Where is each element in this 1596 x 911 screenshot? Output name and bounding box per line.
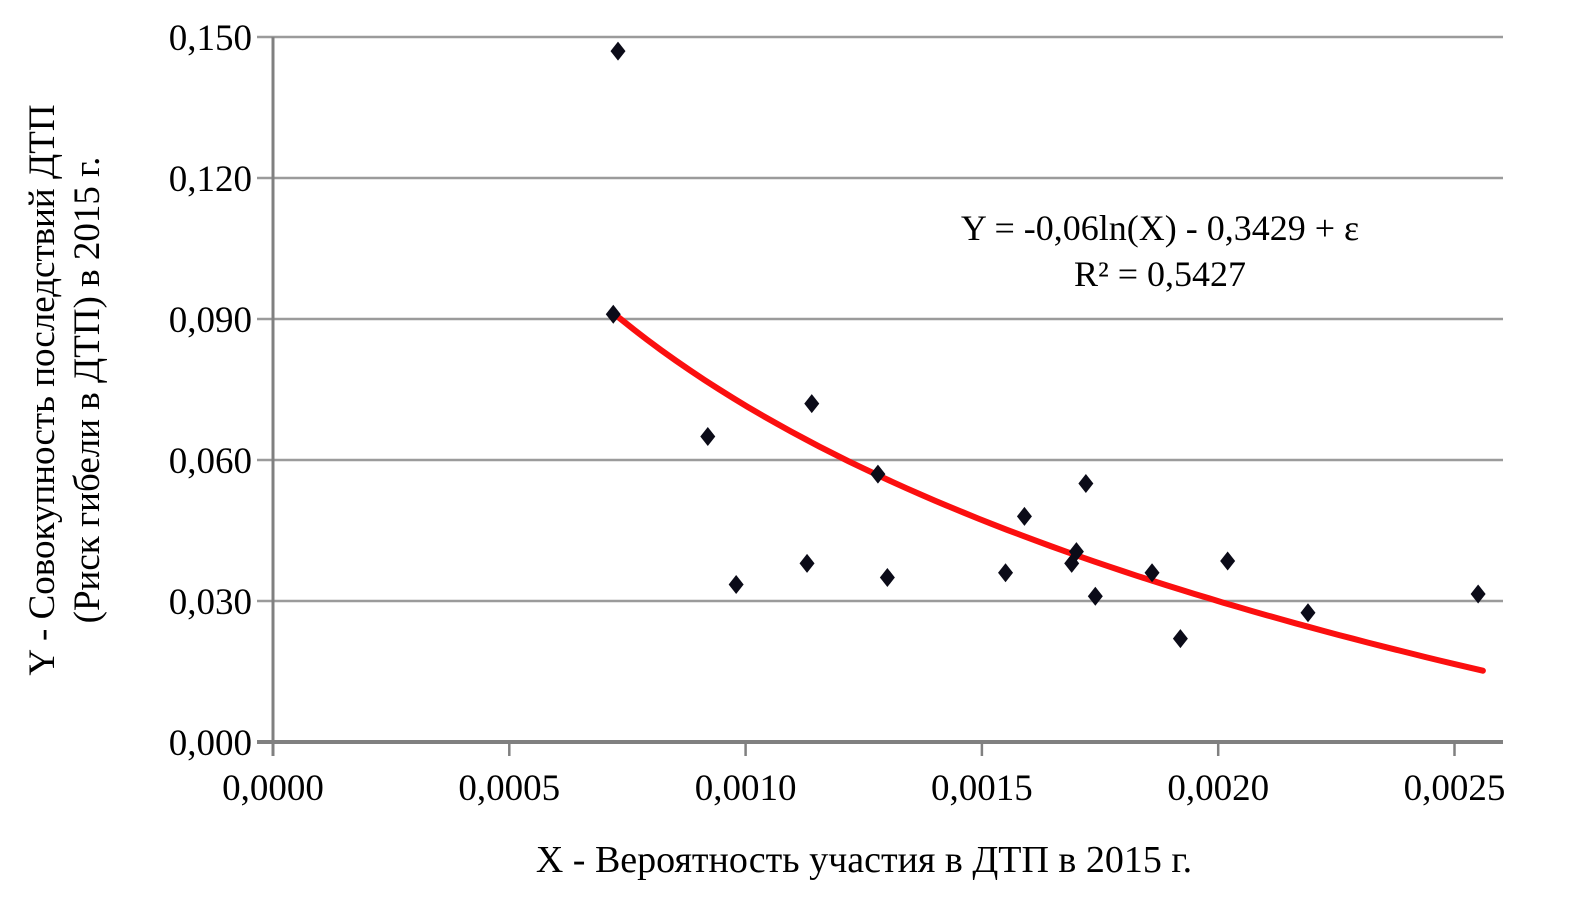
y-axis-title: Y - Совокупность последствий ДТП (Риск г… — [20, 40, 110, 740]
data-point — [1300, 603, 1316, 623]
data-point — [879, 568, 895, 587]
x-tick-label: 0,0015 — [931, 768, 1033, 809]
y-axis-title-line1: Y - Совокупность последствий ДТП — [22, 104, 63, 676]
data-point — [1470, 584, 1486, 604]
data-point — [610, 41, 626, 61]
y-tick-label: 0,120 — [169, 159, 252, 200]
y-axis-title-line2: (Риск гибели в ДТП) в 2015 г. — [67, 156, 108, 624]
data-point — [728, 575, 744, 595]
y-tick-label: 0,060 — [169, 441, 252, 482]
y-tick-label: 0,150 — [169, 18, 252, 59]
x-axis-title: X - Вероятность участия в ДТП в 2015 г. — [535, 839, 1193, 881]
equation-line: Y = -0,06ln(X) - 0,3429 + ε — [960, 208, 1360, 248]
x-tick-label: 0,0010 — [695, 768, 797, 809]
x-tick-label: 0,0025 — [1404, 768, 1506, 809]
data-point — [1172, 629, 1188, 649]
trendline-equation: Y = -0,06ln(X) - 0,3429 + ε R² = 0,5427 — [900, 205, 1420, 297]
x-tick-label: 0,0005 — [458, 768, 560, 809]
data-point — [870, 464, 886, 484]
data-point — [1078, 474, 1094, 493]
data-point — [605, 304, 621, 324]
data-point — [1068, 542, 1084, 562]
trendline-curve — [615, 313, 1486, 674]
data-point — [799, 553, 815, 573]
data-point — [700, 427, 716, 446]
x-tick-label: 0,0020 — [1167, 768, 1269, 809]
y-tick-label: 0,000 — [169, 723, 252, 764]
data-point — [1220, 551, 1236, 571]
data-point — [804, 394, 820, 414]
r-squared-line: R² = 0,5427 — [1073, 254, 1247, 294]
data-point — [1016, 506, 1032, 526]
y-tick-label: 0,090 — [169, 300, 252, 341]
data-point — [1144, 563, 1160, 583]
data-point — [1087, 586, 1103, 606]
data-point — [998, 563, 1014, 583]
y-tick-label: 0,030 — [169, 582, 252, 623]
x-tick-label: 0,0000 — [222, 768, 324, 809]
